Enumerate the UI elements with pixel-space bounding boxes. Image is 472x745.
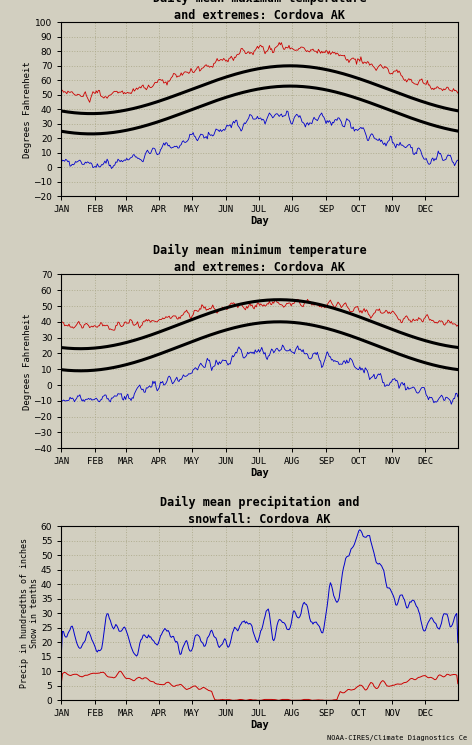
- X-axis label: Day: Day: [250, 720, 269, 729]
- X-axis label: Day: Day: [250, 468, 269, 478]
- X-axis label: Day: Day: [250, 215, 269, 226]
- Title: Daily mean maximum temperature
and extremes: Cordova AK: Daily mean maximum temperature and extre…: [153, 0, 366, 22]
- Y-axis label: Degrees Fahrenheit: Degrees Fahrenheit: [23, 313, 32, 410]
- Text: NOAA-CIRES/Climate Diagnostics Ce: NOAA-CIRES/Climate Diagnostics Ce: [327, 735, 467, 741]
- Title: Daily mean precipitation and
snowfall: Cordova AK: Daily mean precipitation and snowfall: C…: [160, 496, 359, 527]
- Y-axis label: Precip in hundredths of inches
Snow in tenths: Precip in hundredths of inches Snow in t…: [20, 539, 40, 688]
- Title: Daily mean minimum temperature
and extremes: Cordova AK: Daily mean minimum temperature and extre…: [153, 244, 366, 274]
- Y-axis label: Degrees Fahrenheit: Degrees Fahrenheit: [23, 61, 32, 158]
